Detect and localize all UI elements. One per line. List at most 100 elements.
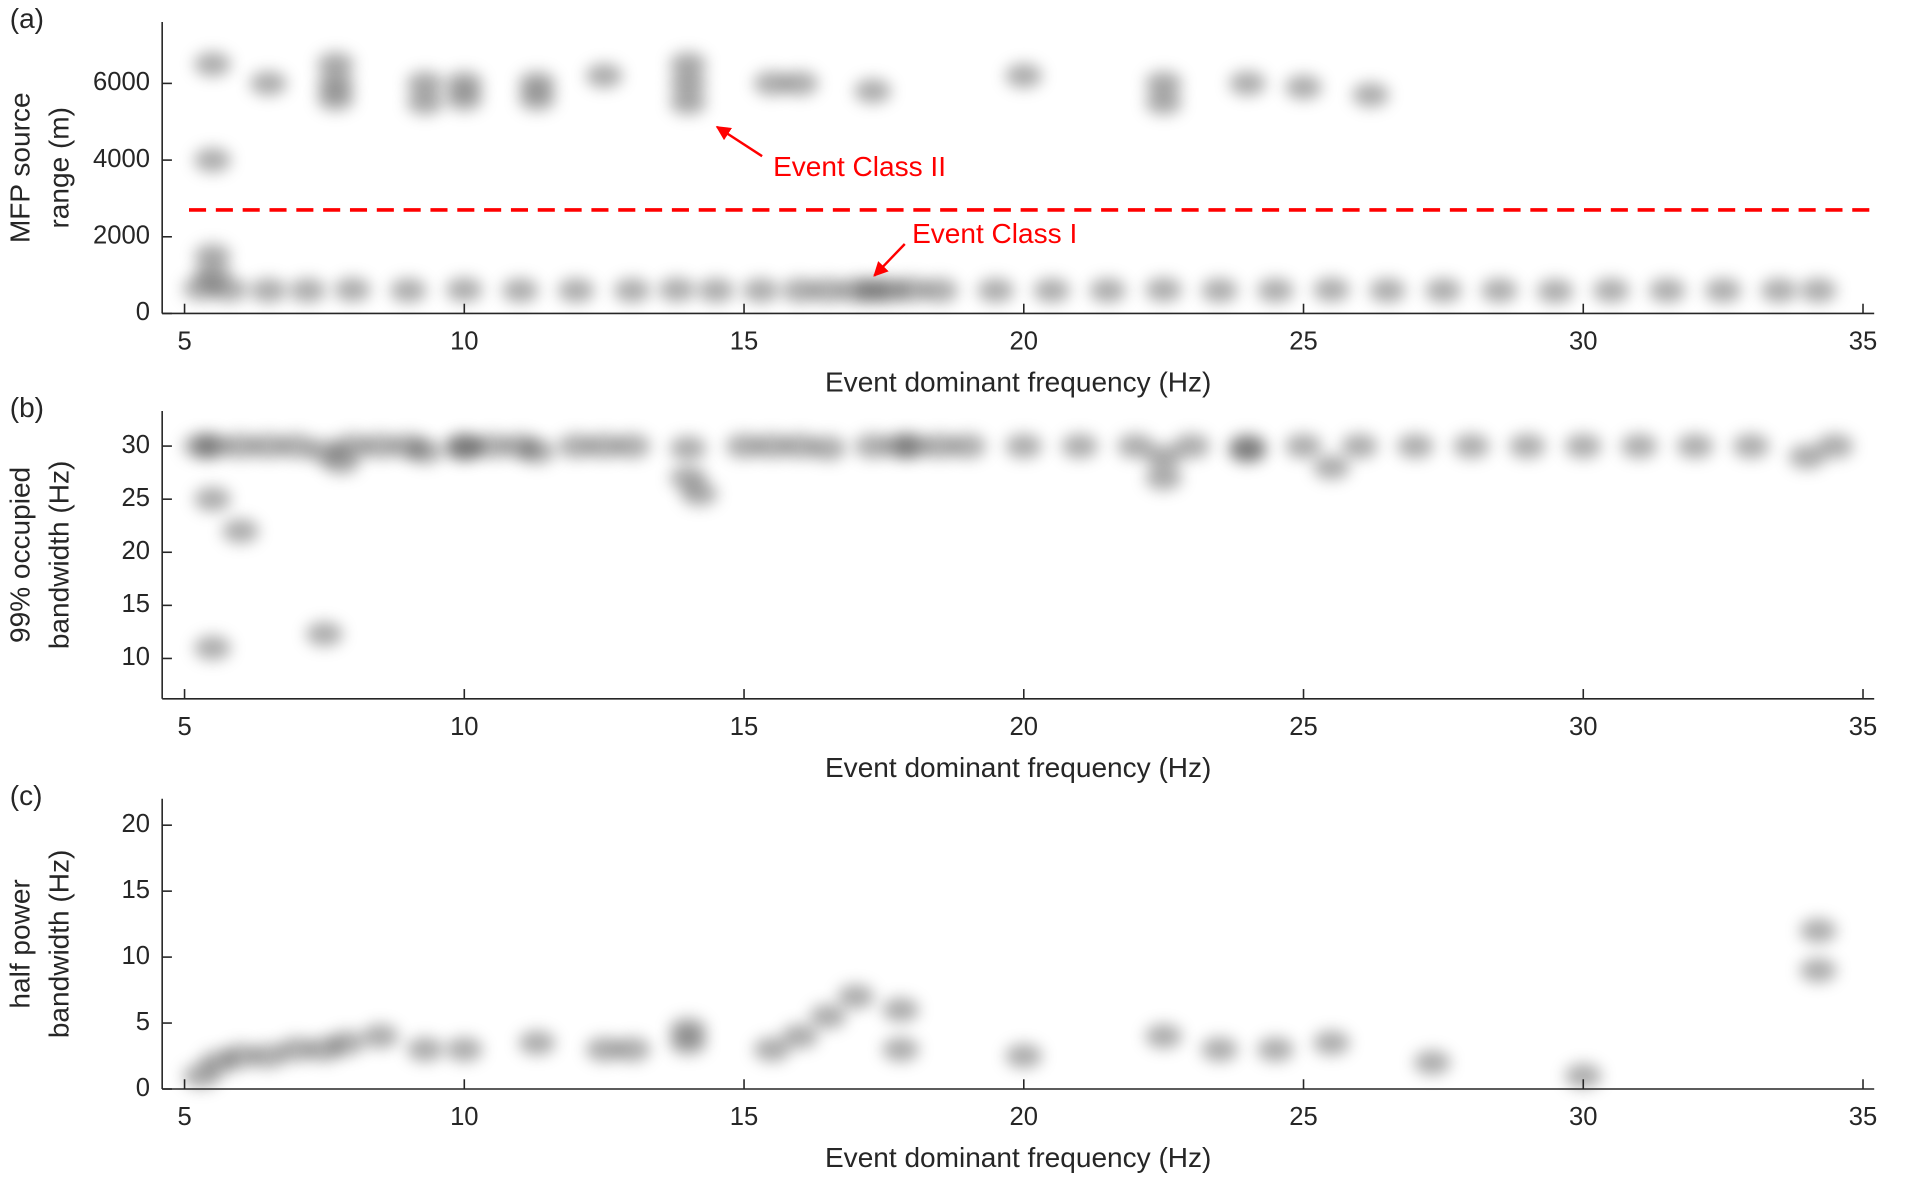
density-point [1564,433,1602,459]
panel-label: (a) [10,3,44,34]
x-tick-label: 30 [1569,328,1597,356]
y-axis-label: bandwidth (Hz) [43,850,74,1039]
density-point [753,1037,791,1062]
x-axis-label: Event dominant frequency (Hz) [825,367,1211,398]
density-point [1005,433,1043,459]
x-tick-label: 20 [1010,1103,1038,1131]
annotation: Event Class II [773,151,946,182]
y-tick-label: 6000 [93,68,150,96]
density-point [334,277,371,302]
density-point [1257,1037,1294,1062]
density-point [1145,465,1182,491]
density-point [1704,278,1742,303]
density-point [1285,433,1322,459]
y-axis-label: half power [4,879,35,1008]
density-point [882,1037,919,1062]
density-point [250,278,287,303]
density-point [1788,444,1826,469]
density-point [669,90,707,115]
annotation-arrow [715,125,763,158]
annotation-arrow [873,243,906,277]
density-point [585,63,623,88]
y-tick-label: 10 [122,643,150,671]
density-point [1061,433,1099,459]
density-point [1201,278,1238,303]
y-axis-label: MFP source [4,92,35,243]
density-point [1341,433,1378,459]
density-point [613,278,651,303]
density-point [1145,444,1182,469]
density-point [680,481,718,507]
y-axis-label: 99% occupied [4,467,35,643]
density-point [1816,433,1854,459]
density-point [1413,1050,1451,1075]
y-tick-label: 2000 [93,222,150,250]
y-axis-label: range (m) [43,107,74,229]
density-point [1760,278,1798,303]
y-tick-label: 10 [122,942,150,970]
density-point [194,433,231,459]
density-point [977,278,1015,303]
density-point [1352,82,1389,108]
density-point [669,1017,707,1042]
density-point [1620,433,1658,459]
density-point [306,621,343,647]
density-point [921,278,959,303]
density-point [854,78,892,104]
density-point [781,433,819,459]
density-point [362,1024,399,1049]
y-tick-label: 20 [122,537,150,565]
density-point [1481,278,1518,303]
density-point [446,86,483,111]
x-tick-label: 30 [1569,1103,1597,1131]
density-point [406,90,444,115]
density-point [278,1037,315,1062]
density-point [1117,433,1154,459]
density-point [669,52,707,77]
density-point [501,278,539,303]
density-point [1537,279,1574,304]
y-tick-label: 20 [122,810,150,838]
x-tick-label: 10 [450,328,478,356]
x-tick-label: 25 [1289,713,1317,741]
density-point [809,278,847,303]
density-point [406,1037,444,1062]
density-point [1313,277,1350,302]
density-point [250,71,287,96]
density-point [222,433,259,459]
density-point [317,52,354,77]
density-point [882,433,919,459]
density-point [753,71,791,96]
y-tick-label: 15 [122,876,150,904]
density-point [1145,277,1182,302]
x-tick-label: 25 [1289,328,1317,356]
density-point [322,449,360,475]
density-point [1005,63,1043,88]
y-tick-label: 4000 [93,145,150,173]
density-point [317,86,354,111]
density-point [406,71,444,96]
x-tick-label: 30 [1569,713,1597,741]
density-point [473,433,511,459]
y-axis-label: bandwidth (Hz) [43,461,74,650]
density-point [613,1037,651,1062]
density-point [1145,1024,1182,1049]
density-point [1285,75,1322,100]
density-point [1425,278,1462,303]
density-point [1592,278,1630,303]
density-point [518,439,556,464]
x-tick-label: 5 [177,713,191,741]
x-tick-label: 5 [177,1103,191,1131]
x-axis-label: Event dominant frequency (Hz) [825,1142,1211,1173]
density-point [753,433,791,459]
density-point [1173,433,1210,459]
density-point [585,433,623,459]
density-point [362,433,399,459]
density-point [658,277,696,302]
x-tick-label: 35 [1849,1103,1877,1131]
density-point [669,436,707,461]
density-point [194,486,231,512]
x-axis-label: Event dominant frequency (Hz) [825,752,1211,783]
density-point [328,1030,366,1056]
